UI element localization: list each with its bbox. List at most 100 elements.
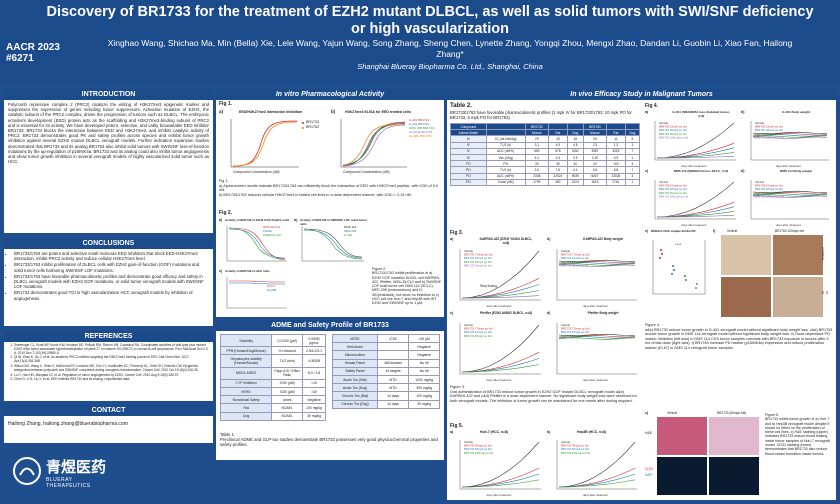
series-line — [559, 335, 636, 338]
legend-entry: BR1733 100mpk po bid — [561, 451, 591, 455]
table-cell: Negative — [302, 395, 326, 405]
legend-entry: Vehicle — [561, 440, 570, 444]
table-row: hERG IC50 >30 µM — [332, 333, 440, 344]
fig1a-plot — [230, 119, 304, 168]
fig5c-cd31-treated-image — [709, 457, 759, 495]
fig1b-title: H3K27me3 ELISA for EED treated cells — [345, 110, 411, 114]
table-row: PPB (Human/Dog/Mouse)% Unbound 2.5/4.2/3.… — [219, 346, 326, 356]
table-cell — [376, 342, 410, 352]
fig2a-chart: a) Activity of BR1733 in EZH2 GOF DLBCL … — [219, 218, 291, 268]
fig4f-ki67-treated-image — [773, 277, 823, 317]
fig4f-marker1: p16INK4a — [821, 247, 825, 261]
affiliation: Shanghai Blueray Biopharma Co. Ltd., Sha… — [357, 62, 543, 71]
fig1a-legend-0: BR1733 — [306, 120, 319, 124]
table-cell: No hit — [408, 358, 440, 368]
fig1-caption: Fig 1. a) Alpha-screen results indicate … — [219, 179, 439, 197]
chart-axis — [556, 249, 637, 301]
fig2-label: Fig 2. — [219, 210, 233, 216]
fig3b-title: KARPAS-422 Body weight — [583, 237, 623, 241]
table-cell: Acute Tox (Dog) — [332, 383, 378, 393]
table-cell: Negative — [408, 342, 440, 352]
table-row: Nonclinical Safety Ames Negative — [219, 395, 326, 405]
fig2a-legend-item: WSU-DLCL2 — [263, 225, 281, 229]
intro-heading: INTRODUCTION — [4, 89, 213, 100]
fig3d-chart: d) Pfeiffer Body weight Vehicle BR1733 7.… — [547, 311, 641, 383]
series-line — [656, 122, 735, 159]
table-row: Dog NOAEL 30 mg/kg — [219, 411, 326, 421]
series-line — [753, 192, 828, 195]
reference-item: Sneeringer CJ, Scott MP, Kuntz KW, Knuts… — [14, 343, 209, 355]
invitro-panel: In vitro Pharmacological Activity Fig 1.… — [216, 89, 444, 317]
fig2b-legend-item: G-401 — [344, 232, 353, 237]
table-row: IV Vss (L/kg) 5.1 3.3 3.5 2.49 0.9 1 — [450, 153, 641, 162]
chart-axis — [459, 440, 541, 490]
table-cell: 0.01/50 (µM) — [271, 333, 304, 348]
fig3-caption: Figure 3. Oral administration of BR1733 … — [450, 385, 637, 403]
fig1b-xlabel: Compound Concentration (nM) — [343, 170, 390, 174]
table-row: Mini Ames Negative — [332, 342, 440, 352]
table-cell: 100 mg/kg — [302, 403, 326, 413]
fig5c-cd31-label: CD31 — [645, 467, 654, 471]
fig4f-vehicle-label: Vehicle — [727, 229, 738, 233]
table-cell: Negative — [408, 350, 440, 360]
table-row: Chronic Tox (Rat) 14 days 100 mg/kg — [332, 391, 440, 401]
reference-item: Wilson BG, Wang X, Shen X, McKenna ES, L… — [14, 364, 209, 373]
authors: Xinghao Wang, Shichao Ma, Min (Bella) Xi… — [107, 38, 793, 59]
table-cell: CYP inhibition — [219, 378, 273, 388]
series-line — [462, 295, 540, 299]
abstract-number: #6271 — [6, 53, 34, 64]
conclusions-heading: CONCLUSIONS — [4, 238, 213, 249]
fig4e-title: DMS114 CDX sample ELISA-PK — [651, 229, 696, 233]
x-axis-label: days after treatment — [682, 223, 707, 227]
fig1-label: Fig 1. — [219, 101, 233, 107]
series-line — [461, 250, 540, 299]
table-cell: >30 — [302, 386, 326, 397]
fig4e-chart: e) DMS114 CDX sample ELISA-PK **** — [645, 229, 711, 309]
table-header-row: Animal Model Mouse Rat Dog Mouse Rat Dog — [450, 129, 641, 137]
fig4a-title: G-401 (SMARCB1 loss rhabdoid tumor, n=8) — [672, 110, 730, 119]
table-cell: T1/2 (min) — [271, 354, 304, 368]
fig4e-plot: **** — [652, 240, 706, 295]
fig1b-legend-item: HepG2B BR1763 — [409, 130, 433, 134]
table-cell: >30 µM — [408, 333, 440, 344]
table-cell: IC50 (µM) — [271, 378, 304, 388]
series-line — [558, 336, 636, 339]
fig3a-title: KARPAS-422 (EZH2 Y641N DLBCL, n=8) — [479, 237, 533, 246]
fig5-label: Fig 5. — [450, 423, 464, 429]
table-row: Acute Tox (Rat) MTD 1000 mg/kg — [332, 374, 440, 385]
x-axis-label: days after treatment — [776, 223, 801, 227]
series-line — [657, 156, 735, 159]
table-cell: 44 targets — [376, 366, 410, 376]
series-line — [752, 194, 828, 197]
fig1b-plot — [340, 119, 407, 168]
table-cell: IC50 — [376, 333, 410, 344]
table-cell: Acute Tox (Rat) — [332, 374, 378, 385]
legend-entry: BR1763 30mpk po bid — [755, 128, 783, 132]
legend-entry: BR1763 100mpk po bid — [659, 194, 689, 198]
fig1b-legend-item: G-401 BR1763 — [409, 122, 430, 126]
chart-axis — [750, 121, 829, 161]
table-cell: Chronic Tox (Rat) — [332, 391, 378, 401]
chart-axis — [556, 440, 637, 490]
fig2-caption: Figure 2. BR1733/1763 inhibit proliferat… — [372, 267, 442, 306]
legend-entry: Vehicle — [561, 249, 570, 253]
contact-text[interactable]: Hailong Zhang, hailong.zhang@bluerabioph… — [8, 421, 128, 427]
table-cell: MDCK-MDR1 — [219, 366, 273, 380]
fig1a-chart: a) EED/H3K27me3 Interaction Inhibition B… — [219, 109, 327, 177]
legend-entry: BR1733 15mpk po bid — [464, 256, 492, 260]
fig5c-he-label: H&E — [645, 431, 652, 435]
table-row: MDCK-MDR1 Papp A-B / Efflux Ratio 8.0 / 1.… — [219, 366, 326, 380]
table-cell: NOAEL — [271, 411, 304, 421]
table-cell: 300 mg/kg — [408, 383, 440, 393]
table-cell: NOAEL — [271, 403, 304, 413]
legend-entry: BR1733 7.5mpk po bid — [561, 253, 590, 257]
reference-item: Qi W, Zhao K, Gu J, et al. An allosteric… — [14, 356, 209, 364]
table-cell: 2.5/4.2/3.1 — [302, 346, 326, 356]
table-row: Micronucleus Negative — [332, 350, 440, 360]
legend-entry: BR1733 30mpk po bid — [464, 260, 492, 264]
fig3b-chart: b) KARPAS-422 Body weight Vehicle BR1733 … — [547, 237, 641, 309]
fig2b-chart: b) Activity of BR1733 in SWI/SNF LOF sol… — [294, 218, 369, 268]
